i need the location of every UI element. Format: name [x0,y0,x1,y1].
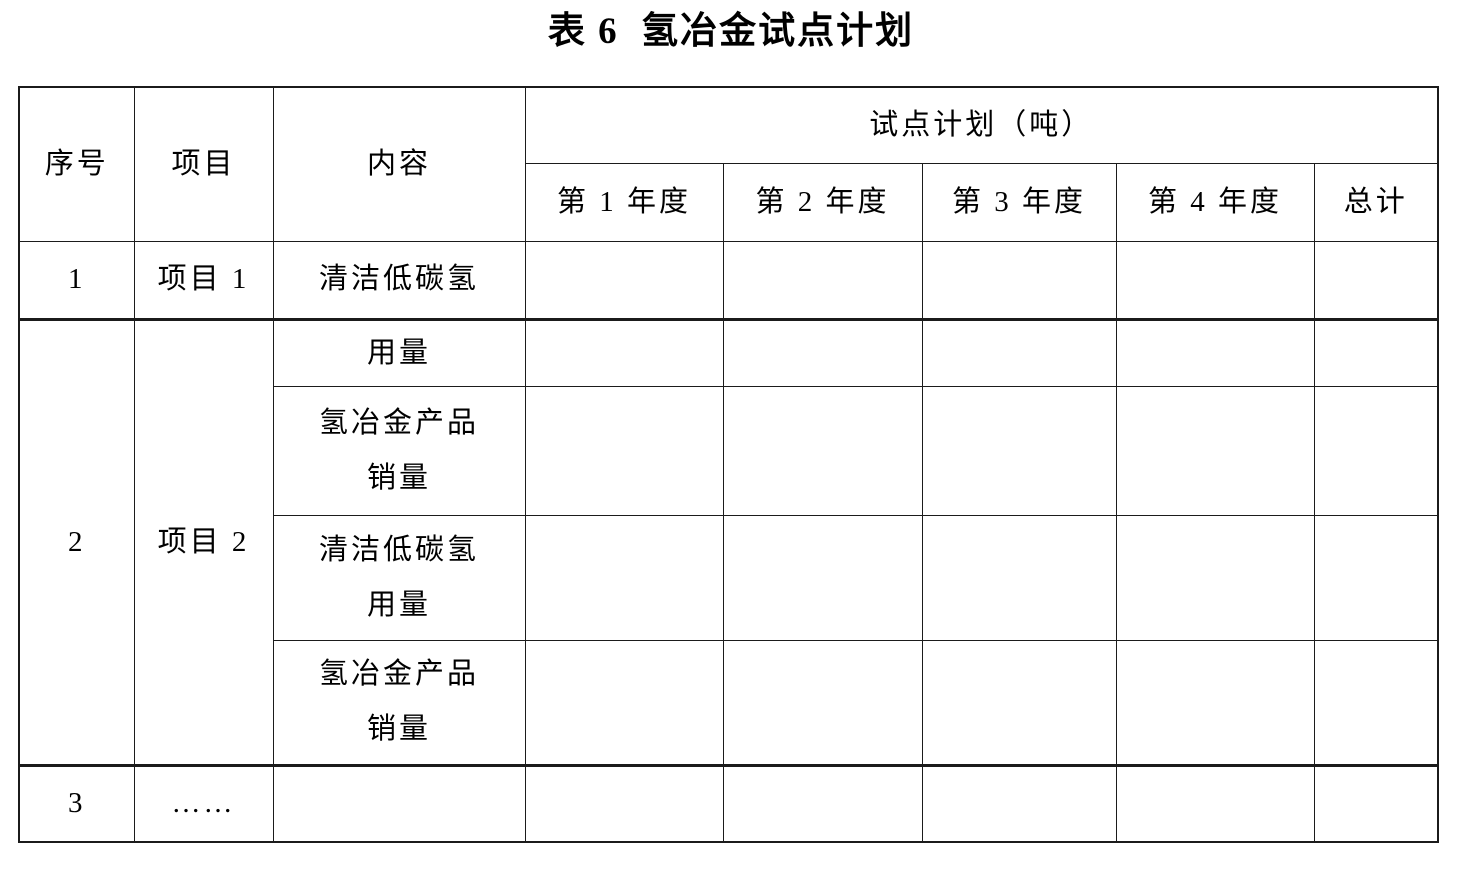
plan-value-cell [921,639,1117,766]
plan-value-cell [722,240,923,320]
total-value-cell [1313,639,1439,766]
plan-value-cell [1115,639,1315,766]
project-cell: 项目 2 [133,317,274,766]
plan-value-cell [722,639,923,766]
plan-value-cell [921,763,1117,843]
plan-value-cell [524,240,724,320]
content-cell [272,763,526,843]
plan-value-cell [921,385,1117,516]
header-row-group: 序号 项目 内容 试点计划（吨） [18,86,1439,242]
plan-value-cell [722,317,923,387]
pilot-plan-table: 序号 项目 内容 试点计划（吨） 第 1 年度 第 2 年度 第 3 年度 第 … [18,86,1440,843]
plan-value-cell [524,317,724,387]
total-value-cell [1313,763,1439,843]
total-value-cell [1313,317,1439,387]
project-cell: 项目 1 [133,240,274,320]
header-year-1: 第 1 年度 [524,162,724,242]
table-row-project2-product-sales-2: 氢冶金产品 销量 [19,639,1439,766]
plan-value-cell [722,385,923,516]
table-row-project2-product-sales-1: 氢冶金产品 销量 [19,385,1439,516]
header-plan-group: 试点计划（吨） [524,86,1439,164]
total-value-cell [1313,385,1439,516]
project-cell: …… [133,763,274,843]
content-cell: 用量 [272,317,526,387]
table-row-project1: 1 项目 1 清洁低碳氢 [18,240,1439,320]
content-cell: 氢冶金产品 销量 [272,385,526,516]
content-cell: 氢冶金产品 销量 [272,639,526,766]
plan-value-cell [1115,240,1315,320]
plan-value-cell [524,385,724,516]
table-row-project2-usage: 2 项目 2 用量 [18,317,1439,766]
header-total: 总计 [1313,162,1439,242]
plan-value-cell [921,514,1117,641]
header-content: 内容 [272,86,526,242]
plan-value-cell [722,514,923,641]
plan-value-cell [1115,385,1315,516]
plan-value-cell [524,763,724,843]
plan-value-cell [524,514,724,641]
table-row-project2-hydrogen-usage: 清洁低碳氢 用量 [19,514,1439,641]
header-project: 项目 [133,86,274,242]
total-value-cell [1313,514,1439,641]
total-value-cell [1313,240,1439,320]
plan-value-cell [1115,514,1315,641]
serial-cell: 2 [18,317,135,766]
table-title: 表 6 氢冶金试点计划 [547,11,915,52]
plan-value-cell [921,317,1117,387]
serial-cell: 1 [18,240,135,320]
header-year-2: 第 2 年度 [722,162,923,242]
plan-value-cell [1115,763,1315,843]
serial-cell: 3 [18,763,135,843]
header-serial: 序号 [18,86,135,242]
plan-value-cell [1115,317,1315,387]
header-year-4: 第 4 年度 [1115,162,1315,242]
plan-value-cell [921,240,1117,320]
content-cell: 清洁低碳氢 用量 [272,514,526,641]
header-year-3: 第 3 年度 [921,162,1117,242]
header-row-years: 第 1 年度 第 2 年度 第 3 年度 第 4 年度 总计 [19,162,1439,242]
table-row-ellipsis: 3 …… [18,763,1439,843]
content-cell: 清洁低碳氢 [272,240,526,320]
plan-value-cell [524,639,724,766]
plan-value-cell [722,763,923,843]
